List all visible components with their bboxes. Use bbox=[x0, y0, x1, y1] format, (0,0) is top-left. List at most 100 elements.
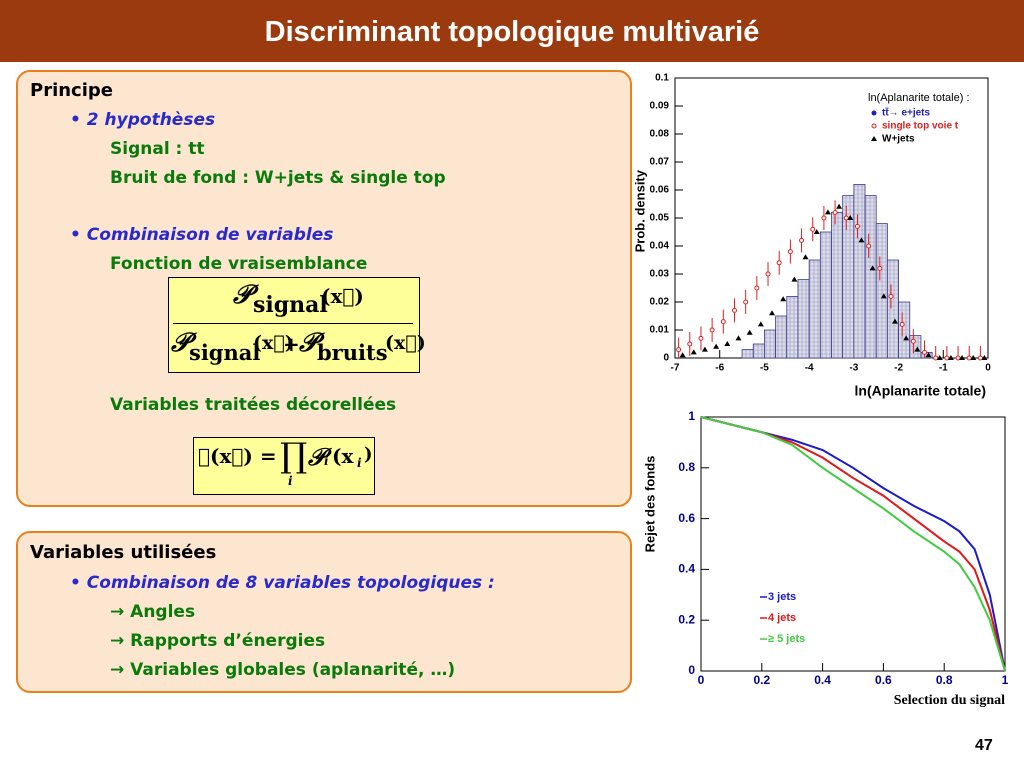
y-tick-label: 0.4 bbox=[678, 562, 695, 576]
hist-bar bbox=[886, 259, 899, 359]
legend-label: single top voie t bbox=[882, 121, 959, 132]
point bbox=[936, 355, 943, 360]
legend-label: 3 jets bbox=[768, 591, 796, 603]
point bbox=[832, 209, 838, 215]
x-tick-label: -6 bbox=[715, 363, 724, 374]
y-tick-label: 0.8 bbox=[678, 460, 695, 474]
point bbox=[836, 203, 843, 209]
x-tick-label: 1 bbox=[1002, 673, 1009, 687]
f: bruits bbox=[317, 340, 388, 365]
point bbox=[933, 355, 939, 361]
bullet: • Combinaison de variables bbox=[70, 225, 334, 245]
hist-bar bbox=[898, 301, 911, 359]
f: (x⃗) bbox=[321, 284, 364, 308]
y-tick-label: 0.03 bbox=[650, 269, 670, 280]
point bbox=[709, 327, 715, 333]
point bbox=[955, 355, 961, 361]
title: Discriminant topologique multivarié bbox=[0, 0, 1024, 62]
x-tick-label: -2 bbox=[894, 363, 903, 374]
point bbox=[713, 343, 720, 349]
hist-bar bbox=[741, 349, 754, 359]
heading: Principe bbox=[30, 80, 113, 101]
f: + bbox=[283, 332, 300, 356]
x-tick-label: -4 bbox=[805, 363, 814, 374]
x-axis-label: Selection du signal bbox=[894, 693, 1005, 708]
point bbox=[698, 335, 704, 341]
point bbox=[776, 260, 782, 266]
point bbox=[959, 355, 966, 360]
f: i bbox=[288, 474, 293, 488]
text: Bruit de fond : W+jets & single top bbox=[110, 168, 446, 188]
point bbox=[720, 319, 726, 325]
point bbox=[754, 285, 760, 291]
point bbox=[769, 310, 776, 316]
x-tick-label: 0.4 bbox=[814, 673, 831, 687]
point bbox=[687, 341, 693, 347]
hist-bar bbox=[853, 183, 866, 359]
point bbox=[888, 293, 894, 299]
hist-bar bbox=[875, 223, 888, 359]
point bbox=[877, 265, 883, 271]
point bbox=[676, 347, 682, 353]
point bbox=[843, 215, 849, 221]
x-tick-label: 0 bbox=[985, 363, 991, 374]
legend-label: 4 jets bbox=[768, 612, 796, 624]
hist-bar bbox=[831, 211, 844, 359]
text: → Variables globales (aplanarité, …) bbox=[110, 660, 456, 680]
point bbox=[791, 276, 798, 282]
y-tick-label: 0.08 bbox=[650, 129, 670, 140]
point bbox=[824, 209, 831, 215]
y-tick-label: 0.09 bbox=[650, 101, 670, 112]
plot-frame bbox=[700, 416, 1006, 672]
hist-bar bbox=[797, 279, 810, 359]
point bbox=[981, 355, 988, 360]
point bbox=[866, 243, 872, 249]
f: (x bbox=[332, 444, 354, 468]
f: ∏ bbox=[280, 436, 308, 476]
point bbox=[914, 346, 921, 352]
point bbox=[746, 329, 753, 335]
legend-label: W+jets bbox=[882, 134, 915, 145]
line bbox=[700, 416, 1006, 672]
y-axis-label: Prob. density bbox=[632, 169, 647, 252]
bullet: • Combinaison de 8 variables topologique… bbox=[70, 573, 495, 593]
f: 𝒫(x⃗) = bbox=[198, 444, 277, 468]
y-tick-label: 0 bbox=[688, 663, 695, 677]
f: i bbox=[357, 456, 362, 470]
text: Signal : tt bbox=[110, 139, 205, 159]
point bbox=[847, 215, 854, 220]
x-tick-label: 0 bbox=[698, 673, 705, 687]
x-tick-label: 0.8 bbox=[936, 673, 953, 687]
y-tick-label: 0.07 bbox=[650, 157, 670, 168]
y-tick-label: 0.6 bbox=[678, 511, 695, 525]
y-tick-label: 0.2 bbox=[678, 612, 695, 626]
point bbox=[922, 349, 928, 355]
f: 𝒫 bbox=[233, 280, 252, 310]
legend-label: tt̄→ e+jets bbox=[882, 107, 931, 119]
point bbox=[731, 307, 737, 313]
point bbox=[780, 296, 787, 302]
y-tick-label: 1 bbox=[688, 409, 695, 423]
point bbox=[802, 254, 809, 260]
formula: 𝒫 signal (x⃗) 𝒫 signal (x⃗) + 𝒫 bruits (… bbox=[168, 277, 426, 373]
principle-box: Principe • 2 hypothèses Signal : tt Brui… bbox=[16, 70, 632, 507]
hist-bar bbox=[864, 195, 877, 359]
point bbox=[810, 226, 816, 232]
x-tick-label: 0.6 bbox=[875, 673, 892, 687]
f: i bbox=[324, 454, 329, 468]
point bbox=[765, 271, 771, 277]
legend-title: ln(Aplanarite totale) : bbox=[868, 92, 970, 104]
point bbox=[966, 355, 972, 361]
y-tick-label: 0.05 bbox=[650, 213, 670, 224]
point bbox=[679, 352, 686, 358]
point bbox=[735, 335, 742, 341]
point bbox=[858, 237, 865, 243]
point bbox=[925, 352, 932, 358]
y-tick-label: 0.01 bbox=[650, 325, 670, 336]
hist-bar bbox=[752, 343, 765, 359]
legend-label: ≥ 5 jets bbox=[768, 633, 805, 645]
f: ) bbox=[364, 444, 373, 465]
point bbox=[724, 341, 731, 346]
hist-bar bbox=[775, 315, 788, 359]
